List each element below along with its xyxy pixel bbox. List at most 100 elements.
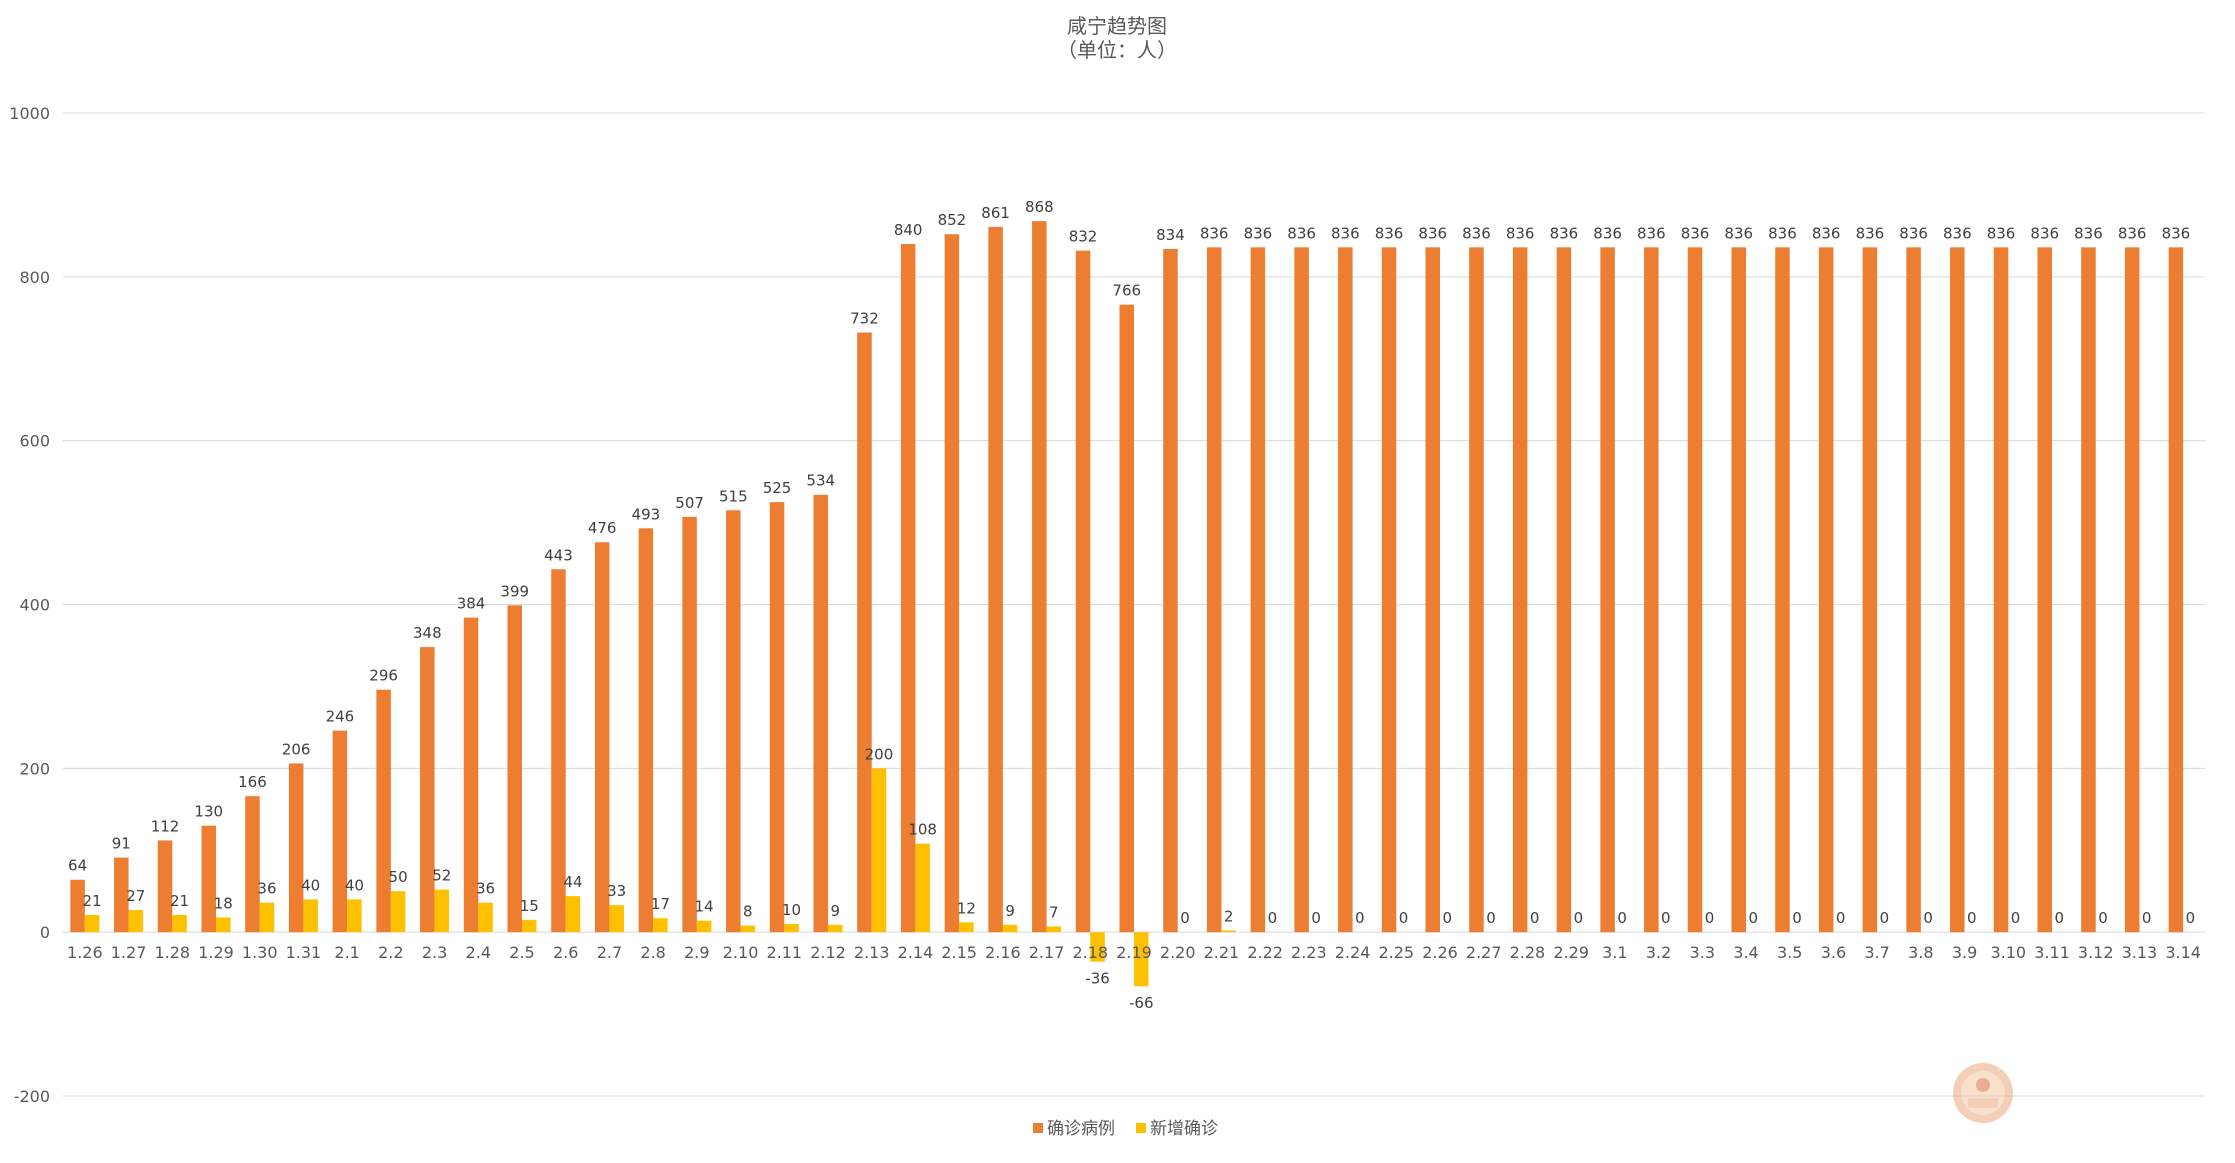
data-label-new-confirmed: 0	[1836, 909, 1846, 927]
data-label-new-confirmed: 7	[1049, 903, 1059, 921]
x-tick-label: 2.7	[597, 943, 622, 962]
data-label-new-confirmed: 33	[607, 882, 626, 900]
bar-new-confirmed	[434, 889, 450, 933]
bar-confirmed	[463, 617, 479, 933]
data-label-new-confirmed: 200	[865, 745, 894, 763]
data-label-confirmed: 206	[282, 740, 311, 758]
bar-confirmed	[376, 689, 391, 933]
bar-new-confirmed	[696, 920, 712, 933]
data-label-confirmed: 443	[544, 546, 573, 564]
data-label-new-confirmed: 52	[432, 867, 451, 885]
x-tick-label: 2.3	[422, 943, 447, 962]
x-tick-label: 2.1	[334, 943, 359, 962]
bar-new-confirmed	[478, 902, 493, 933]
x-tick-label: 2.28	[1510, 943, 1546, 962]
legend-entry: 新增确诊	[1150, 1119, 1218, 1139]
bar-confirmed	[2037, 247, 2052, 933]
bar-confirmed	[1731, 247, 1746, 933]
data-label-confirmed: 836	[1724, 224, 1753, 242]
x-tick-label: 2.20	[1160, 943, 1196, 962]
bar-confirmed	[420, 647, 435, 933]
data-label-new-confirmed: 0	[1617, 909, 1627, 927]
data-label-confirmed: 836	[1200, 224, 1229, 242]
data-label-confirmed: 732	[850, 310, 879, 328]
y-tick-label: 800	[19, 268, 50, 287]
bar-new-confirmed	[959, 922, 974, 933]
data-label-confirmed: 836	[2030, 224, 2059, 242]
bar-new-confirmed	[84, 914, 100, 933]
legend-swatch	[1136, 1123, 1146, 1133]
data-label-confirmed: 91	[112, 835, 131, 853]
data-label-new-confirmed: 0	[1880, 909, 1890, 927]
legend-entry: 确诊病例	[1047, 1119, 1115, 1139]
data-label-confirmed: 836	[1943, 224, 1972, 242]
x-tick-label: 2.12	[810, 943, 846, 962]
bar-confirmed	[1119, 304, 1134, 933]
x-tick-label: 2.11	[766, 943, 802, 962]
data-label-new-confirmed: 36	[476, 880, 495, 898]
x-tick-label: 3.13	[2122, 943, 2158, 962]
bar-confirmed	[1906, 247, 1921, 933]
data-label-confirmed: 861	[981, 204, 1010, 222]
data-label-new-confirmed: 9	[830, 902, 840, 920]
bar-new-confirmed	[1221, 930, 1236, 933]
x-tick-label: 3.1	[1602, 943, 1627, 962]
data-label-new-confirmed: 21	[170, 892, 189, 910]
x-tick-label: 2.16	[985, 943, 1021, 962]
x-tick-label: 1.31	[286, 943, 322, 962]
x-tick-label: 3.9	[1952, 943, 1977, 962]
data-label-confirmed: 836	[1418, 224, 1447, 242]
bar-new-confirmed	[303, 899, 318, 933]
bar-new-confirmed	[1002, 924, 1018, 933]
data-label-confirmed: 384	[457, 595, 486, 613]
data-label-confirmed: 64	[68, 857, 87, 875]
bar-confirmed	[1556, 247, 1572, 933]
bar-new-confirmed	[653, 918, 668, 933]
data-label-new-confirmed: -66	[1129, 994, 1154, 1012]
data-label-new-confirmed: 50	[389, 868, 408, 886]
chart-subtitle: （单位：人）	[1057, 38, 1177, 62]
x-tick-label: 2.22	[1247, 943, 1283, 962]
bar-new-confirmed	[1046, 926, 1062, 933]
data-label-confirmed: 836	[1768, 224, 1797, 242]
bar-confirmed	[2124, 247, 2140, 933]
bar-confirmed	[201, 825, 216, 933]
bar-confirmed	[288, 763, 304, 933]
bar-confirmed	[1294, 247, 1309, 933]
x-tick-label: 3.11	[2034, 943, 2070, 962]
data-label-confirmed: 246	[326, 708, 355, 726]
x-tick-label: 2.6	[553, 943, 578, 962]
x-tick-label: 3.5	[1777, 943, 1802, 962]
data-label-new-confirmed: 0	[2142, 909, 2152, 927]
x-tick-label: 1.27	[111, 943, 147, 962]
x-tick-label: 3.4	[1733, 943, 1758, 962]
data-label-confirmed: 836	[2074, 224, 2103, 242]
data-label-new-confirmed: 36	[257, 880, 276, 898]
data-label-new-confirmed: 0	[1311, 909, 1321, 927]
x-tick-label: 2.13	[854, 943, 890, 962]
x-tick-label: 1.29	[198, 943, 234, 962]
data-label-new-confirmed: -36	[1085, 970, 1110, 988]
data-label-confirmed: 836	[1506, 224, 1535, 242]
bar-confirmed	[1687, 247, 1703, 933]
bar-confirmed	[551, 569, 566, 933]
data-label-confirmed: 836	[1550, 224, 1579, 242]
data-label-confirmed: 766	[1112, 282, 1141, 300]
data-label-new-confirmed: 15	[520, 897, 539, 915]
data-label-confirmed: 836	[1899, 224, 1928, 242]
bar-new-confirmed	[347, 899, 362, 933]
chart-title: 咸宁趋势图	[1067, 14, 1167, 38]
bar-new-confirmed	[1134, 932, 1149, 987]
data-label-confirmed: 515	[719, 487, 748, 505]
data-label-confirmed: 836	[1856, 224, 1885, 242]
x-tick-label: 1.26	[67, 943, 103, 962]
data-label-new-confirmed: 0	[1355, 909, 1365, 927]
bar-confirmed	[1250, 247, 1266, 933]
data-label-confirmed: 166	[238, 773, 267, 791]
y-tick-label: 600	[19, 432, 50, 451]
x-axis-ticks: 1.26 1.27 1.28 1.29 1.30 1.31 2.1 2.2 2.3 2.4 2.5 2…	[67, 943, 2201, 962]
bar-new-confirmed	[784, 923, 799, 933]
y-tick-label: 200	[19, 759, 50, 778]
data-label-new-confirmed: 0	[2011, 909, 2021, 927]
data-label-new-confirmed: 0	[1661, 909, 1671, 927]
